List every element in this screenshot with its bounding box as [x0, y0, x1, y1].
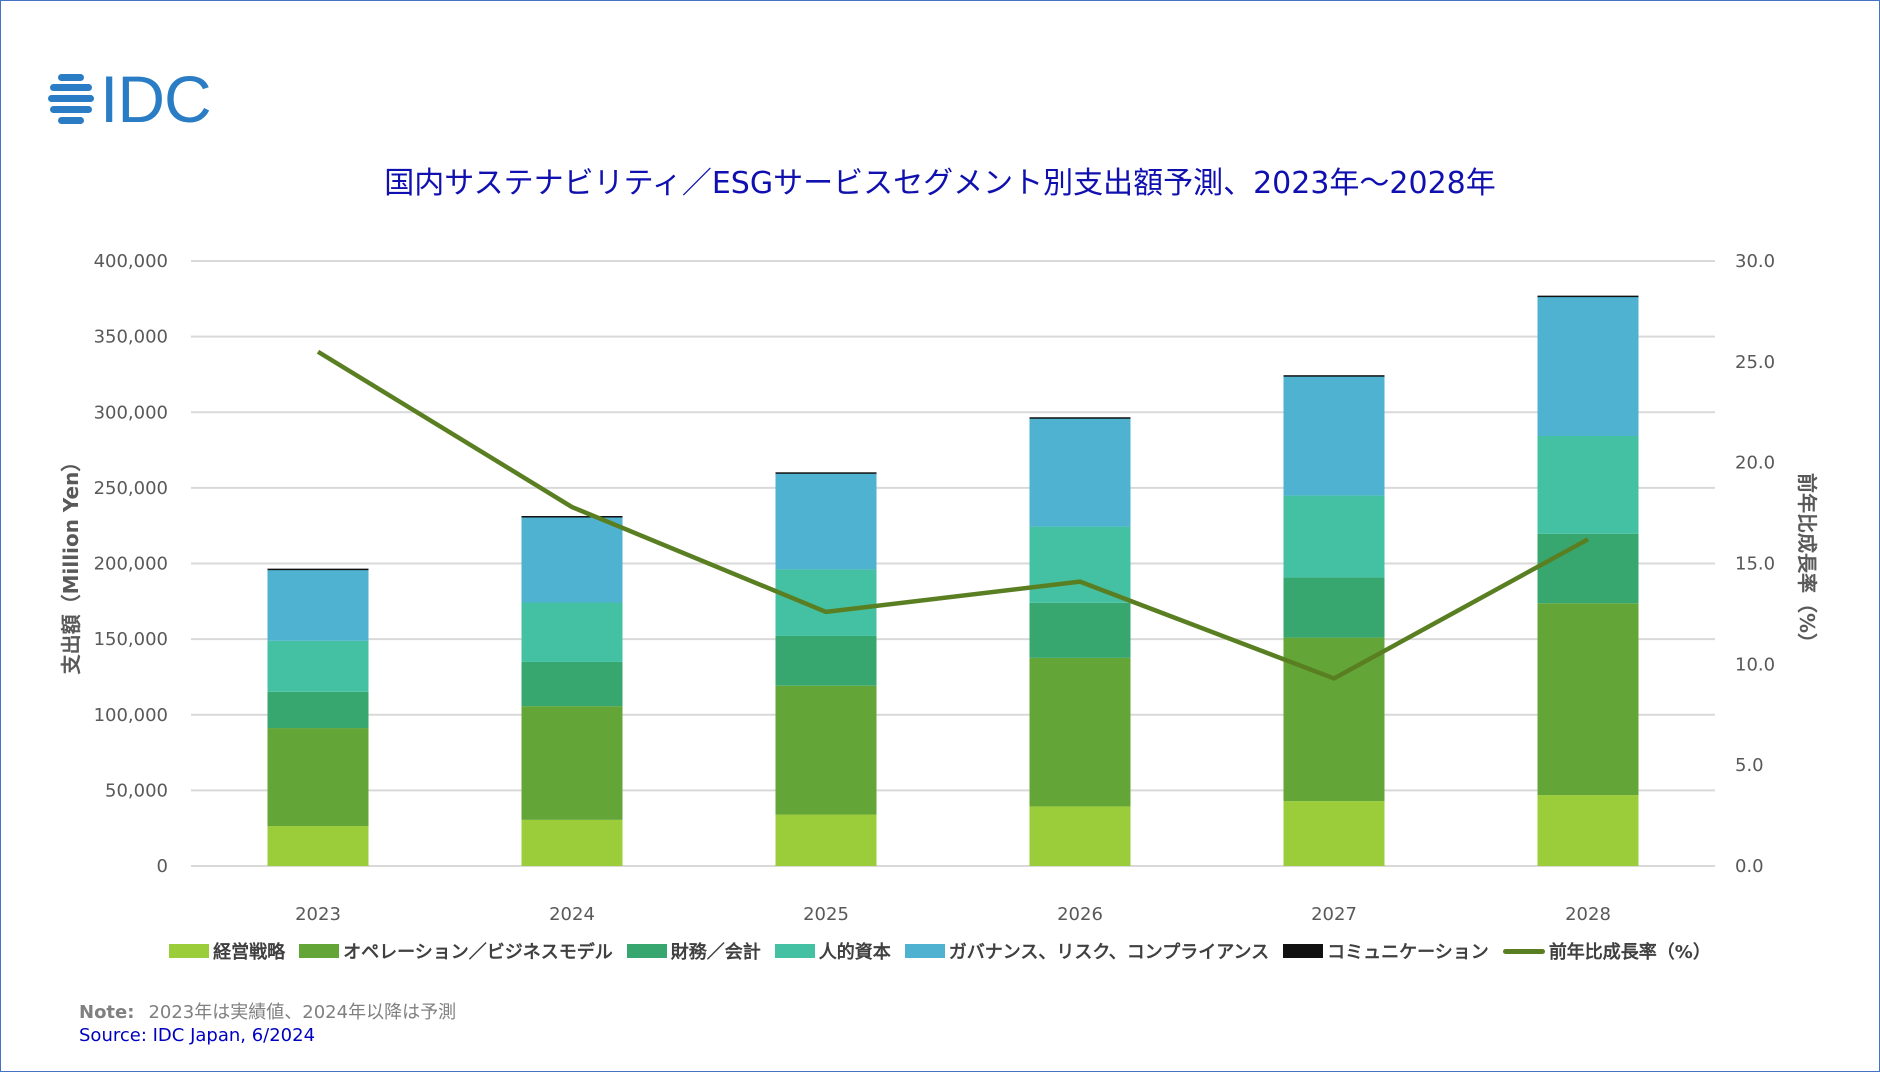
bar-segment-2027-3 [1283, 495, 1385, 578]
bar-segment-2026-1 [1029, 657, 1131, 807]
bar-segment-2023-5 [267, 568, 369, 571]
y-tick-label: 50,000 [105, 780, 168, 801]
legend-swatch [1283, 944, 1324, 958]
bar-segment-2026-4 [1029, 417, 1131, 527]
legend-label: コミュニケーション [1327, 942, 1489, 963]
legend-label: 前年比成長率（%） [1548, 942, 1711, 963]
bar-segment-2027-2 [1283, 577, 1385, 638]
bar-segment-2028-2 [1537, 533, 1639, 604]
bar-segment-2027-0 [1283, 801, 1385, 866]
y-tick-label: 0 [157, 856, 168, 877]
note-text: 2023年は実績値、2024年以降は予測 [148, 1002, 457, 1023]
y-tick-label: 350,000 [94, 327, 168, 348]
bar-segment-2026-3 [1029, 526, 1131, 603]
bar-segment-2024-1 [521, 706, 623, 820]
bar-segment-2023-2 [267, 691, 369, 729]
x-tick-label: 2028 [1565, 904, 1611, 925]
bar-segment-2023-3 [267, 640, 369, 692]
bar-segment-2026-2 [1029, 602, 1131, 658]
x-tick-label: 2027 [1311, 904, 1357, 925]
legend-item: コミュニケーション [1283, 938, 1489, 964]
legend-item: 人的資本 [774, 938, 891, 964]
bar-segment-2028-4 [1537, 296, 1639, 436]
y2-tick-label: 0.0 [1735, 856, 1764, 877]
legend-item: 財務／会計 [626, 938, 761, 964]
legend-item: ガバナンス、リスク、コンプライアンス [904, 938, 1270, 964]
y2-tick-label: 30.0 [1735, 251, 1775, 272]
legend-label: 財務／会計 [670, 942, 761, 963]
y-tick-label: 400,000 [94, 251, 168, 272]
y-axis-title: 支出額（Million Yen） [59, 452, 83, 675]
legend-swatch [904, 944, 945, 958]
bar-segment-2025-2 [775, 635, 877, 686]
legend-item: 前年比成長率（%） [1502, 938, 1711, 964]
growth-rate-line [316, 349, 1590, 681]
legend-swatch [169, 944, 210, 958]
bar-segment-2026-0 [1029, 806, 1131, 866]
legend-swatch [626, 944, 667, 958]
bar-segment-2028-3 [1537, 435, 1639, 534]
bar-segment-2023-0 [267, 826, 369, 866]
bar-segment-2027-4 [1283, 376, 1385, 496]
chart-title: 国内サステナビリティ／ESGサービスセグメント別支出額予測、2023年～2028… [384, 166, 1496, 201]
legend-swatch [299, 944, 340, 958]
y2-tick-label: 15.0 [1735, 554, 1775, 575]
bar-segment-2024-0 [521, 819, 623, 866]
note-label: Note: [79, 1002, 135, 1023]
note: Note: 2023年は実績値、2024年以降は予測 [79, 998, 456, 1024]
bar-segment-2027-1 [1283, 637, 1385, 802]
bar-segment-2023-4 [267, 569, 369, 641]
x-tick-label: 2024 [549, 904, 595, 925]
legend-label: 人的資本 [818, 942, 891, 963]
bar-segment-2025-4 [775, 473, 877, 570]
x-tick-label: 2023 [295, 904, 341, 925]
bar-segment-2026-5 [1029, 417, 1131, 419]
bar-segment-2028-5 [1537, 295, 1639, 298]
y2-tick-label: 5.0 [1735, 755, 1764, 776]
x-tick-label: 2025 [803, 904, 849, 925]
legend-item: オペレーション／ビジネスモデル [299, 938, 613, 964]
y-tick-label: 200,000 [94, 554, 168, 575]
y2-tick-label: 25.0 [1735, 352, 1775, 373]
source: Source: IDC Japan, 6/2024 [79, 1025, 316, 1046]
legend-line-swatch [1502, 948, 1545, 954]
legend-swatch [774, 944, 815, 958]
y-tick-label: 100,000 [94, 705, 168, 726]
bar-segment-2025-3 [775, 569, 877, 636]
y2-tick-label: 20.0 [1735, 453, 1775, 474]
bar-segment-2025-5 [775, 472, 877, 474]
bar-segment-2028-0 [1537, 795, 1639, 866]
y2-tick-label: 10.0 [1735, 654, 1775, 675]
y-tick-label: 250,000 [94, 478, 168, 499]
bar-segment-2027-5 [1283, 375, 1385, 377]
legend-label: ガバナンス、リスク、コンプライアンス [948, 942, 1270, 963]
legend: 経営戦略 オペレーション／ビジネスモデル 財務／会計 人的資本 ガバナンス、リスク、コン… [0, 938, 1880, 964]
bar-segment-2024-5 [521, 516, 623, 518]
bar-segment-2023-1 [267, 728, 369, 827]
globe-icon [48, 72, 94, 126]
y-tick-label: 150,000 [94, 629, 168, 650]
logo-text: IDC [100, 62, 212, 136]
legend-label: オペレーション／ビジネスモデル [343, 942, 613, 963]
legend-label: 経営戦略 [213, 942, 286, 963]
bar-segment-2025-1 [775, 685, 877, 815]
idc-logo: IDC [48, 62, 212, 136]
bar-segment-2024-2 [521, 661, 623, 707]
x-tick-label: 2026 [1057, 904, 1103, 925]
legend-item: 経営戦略 [169, 938, 285, 964]
bar-segment-2025-0 [775, 814, 877, 866]
y-tick-label: 300,000 [94, 402, 168, 423]
bar-segment-2024-4 [521, 516, 623, 603]
y2-axis-title: 前年比成長率（%） [1795, 473, 1819, 653]
bar-segment-2024-3 [521, 602, 623, 662]
bar-segment-2028-1 [1537, 603, 1639, 796]
